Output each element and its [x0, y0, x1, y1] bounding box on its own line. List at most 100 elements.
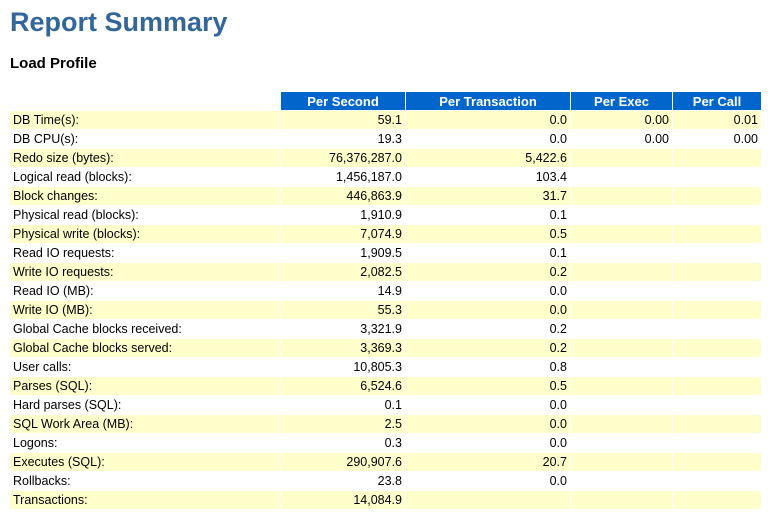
- row-value: [673, 339, 761, 357]
- row-label: DB Time(s):: [10, 111, 280, 129]
- row-value: [571, 149, 672, 167]
- row-value: 6,524.6: [281, 377, 405, 395]
- row-label: Rollbacks:: [10, 472, 280, 490]
- row-value: [673, 396, 761, 414]
- row-value: 0.8: [406, 358, 570, 376]
- row-value: 0.00: [571, 111, 672, 129]
- row-value: 19.3: [281, 130, 405, 148]
- row-value: [571, 187, 672, 205]
- table-row: Rollbacks: 23.8 0.0: [10, 472, 761, 490]
- row-value: [673, 434, 761, 452]
- row-value: [673, 301, 761, 319]
- row-value: 0.0: [406, 301, 570, 319]
- row-value: [571, 434, 672, 452]
- row-value: [571, 358, 672, 376]
- row-value: [673, 168, 761, 186]
- table-row: Transactions: 14,084.9: [10, 491, 761, 509]
- row-value: [571, 168, 672, 186]
- header-per-transaction: Per Transaction: [406, 92, 570, 110]
- table-row: Physical write (blocks): 7,074.9 0.5: [10, 225, 761, 243]
- row-value: [571, 301, 672, 319]
- row-value: [673, 263, 761, 281]
- row-value: 0.0: [406, 396, 570, 414]
- row-value: 0.1: [406, 206, 570, 224]
- header-per-second: Per Second: [281, 92, 405, 110]
- row-value: [673, 377, 761, 395]
- table-row: DB CPU(s): 19.3 0.0 0.00 0.00: [10, 130, 761, 148]
- row-value: [673, 358, 761, 376]
- row-value: [673, 244, 761, 262]
- row-value: 1,910.9: [281, 206, 405, 224]
- row-label: Logical read (blocks):: [10, 168, 280, 186]
- row-value: 59.1: [281, 111, 405, 129]
- row-value: [571, 225, 672, 243]
- row-value: [673, 225, 761, 243]
- row-value: 103.4: [406, 168, 570, 186]
- row-value: [571, 206, 672, 224]
- row-value: 0.0: [406, 434, 570, 452]
- row-label: Executes (SQL):: [10, 453, 280, 471]
- row-value: 14.9: [281, 282, 405, 300]
- row-value: 0.0: [406, 472, 570, 490]
- header-per-call: Per Call: [673, 92, 761, 110]
- row-value: [571, 282, 672, 300]
- row-value: 0.5: [406, 225, 570, 243]
- row-value: [673, 149, 761, 167]
- header-per-exec: Per Exec: [571, 92, 672, 110]
- row-value: [673, 187, 761, 205]
- row-value: 0.0: [406, 415, 570, 433]
- table-row: Global Cache blocks received: 3,321.9 0.2: [10, 320, 761, 338]
- row-value: 0.0: [406, 130, 570, 148]
- table-row: DB Time(s): 59.1 0.0 0.00 0.01: [10, 111, 761, 129]
- row-value: 31.7: [406, 187, 570, 205]
- row-label: Physical read (blocks):: [10, 206, 280, 224]
- row-value: 10,805.3: [281, 358, 405, 376]
- row-value: [571, 472, 672, 490]
- row-value: 0.3: [281, 434, 405, 452]
- table-row: Logons: 0.3 0.0: [10, 434, 761, 452]
- table-body: DB Time(s): 59.1 0.0 0.00 0.01 DB CPU(s): 19.3…: [10, 111, 761, 509]
- row-value: 290,907.6: [281, 453, 405, 471]
- row-value: [571, 244, 672, 262]
- table-row: Hard parses (SQL): 0.1 0.0: [10, 396, 761, 414]
- row-value: [673, 415, 761, 433]
- table-row: SQL Work Area (MB): 2.5 0.0: [10, 415, 761, 433]
- row-value: [571, 339, 672, 357]
- row-value: [673, 491, 761, 509]
- row-value: 0.5: [406, 377, 570, 395]
- row-value: [571, 320, 672, 338]
- table-row: Write IO (MB): 55.3 0.0: [10, 301, 761, 319]
- table-row: Executes (SQL): 290,907.6 20.7: [10, 453, 761, 471]
- row-value: [673, 282, 761, 300]
- row-label: Hard parses (SQL):: [10, 396, 280, 414]
- row-label: Write IO requests:: [10, 263, 280, 281]
- table-row: Physical read (blocks): 1,910.9 0.1: [10, 206, 761, 224]
- table-row: Parses (SQL): 6,524.6 0.5: [10, 377, 761, 395]
- table-row: Read IO requests: 1,909.5 0.1: [10, 244, 761, 262]
- row-value: 0.00: [571, 130, 672, 148]
- row-value: [571, 453, 672, 471]
- row-value: [571, 396, 672, 414]
- table-row: Global Cache blocks served: 3,369.3 0.2: [10, 339, 761, 357]
- row-value: 1,909.5: [281, 244, 405, 262]
- row-value: 0.00: [673, 130, 761, 148]
- row-value: [673, 453, 761, 471]
- row-value: 1,456,187.0: [281, 168, 405, 186]
- table-row: Block changes: 446,863.9 31.7: [10, 187, 761, 205]
- table-header-row: Per Second Per Transaction Per Exec Per …: [10, 92, 761, 110]
- row-value: 20.7: [406, 453, 570, 471]
- row-value: 76,376,287.0: [281, 149, 405, 167]
- row-value: 0.01: [673, 111, 761, 129]
- row-value: 2,082.5: [281, 263, 405, 281]
- table-row: Read IO (MB): 14.9 0.0: [10, 282, 761, 300]
- table-row: User calls: 10,805.3 0.8: [10, 358, 761, 376]
- row-value: 0.2: [406, 339, 570, 357]
- row-label: Read IO (MB):: [10, 282, 280, 300]
- row-value: [571, 263, 672, 281]
- load-profile-table: Per Second Per Transaction Per Exec Per …: [9, 91, 762, 510]
- row-value: 446,863.9: [281, 187, 405, 205]
- page-title: Report Summary: [10, 7, 228, 37]
- row-value: [571, 377, 672, 395]
- row-value: [571, 491, 672, 509]
- row-label: Global Cache blocks served:: [10, 339, 280, 357]
